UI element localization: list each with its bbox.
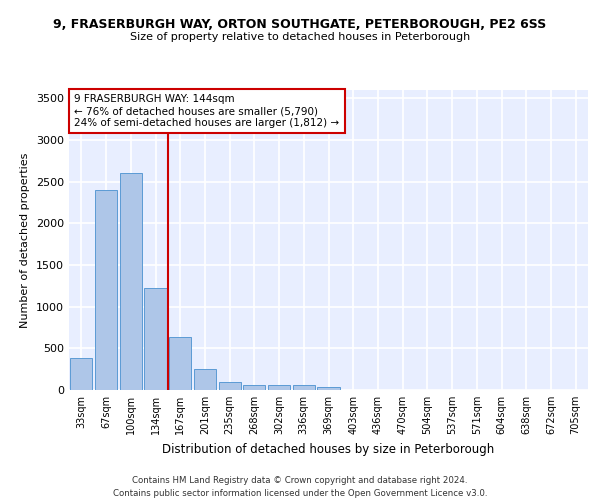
Bar xyxy=(243,384,265,390)
Bar xyxy=(169,336,191,390)
Bar xyxy=(194,369,216,390)
Y-axis label: Number of detached properties: Number of detached properties xyxy=(20,152,31,328)
Bar xyxy=(145,288,167,390)
X-axis label: Distribution of detached houses by size in Peterborough: Distribution of detached houses by size … xyxy=(163,442,494,456)
Text: Size of property relative to detached houses in Peterborough: Size of property relative to detached ho… xyxy=(130,32,470,42)
Bar xyxy=(293,386,315,390)
Text: Contains HM Land Registry data © Crown copyright and database right 2024.
Contai: Contains HM Land Registry data © Crown c… xyxy=(113,476,487,498)
Bar xyxy=(317,386,340,390)
Bar xyxy=(70,358,92,390)
Bar xyxy=(218,382,241,390)
Text: 9, FRASERBURGH WAY, ORTON SOUTHGATE, PETERBOROUGH, PE2 6SS: 9, FRASERBURGH WAY, ORTON SOUTHGATE, PET… xyxy=(53,18,547,30)
Text: 9 FRASERBURGH WAY: 144sqm
← 76% of detached houses are smaller (5,790)
24% of se: 9 FRASERBURGH WAY: 144sqm ← 76% of detac… xyxy=(74,94,340,128)
Bar xyxy=(119,174,142,390)
Bar xyxy=(95,190,117,390)
Bar xyxy=(268,385,290,390)
